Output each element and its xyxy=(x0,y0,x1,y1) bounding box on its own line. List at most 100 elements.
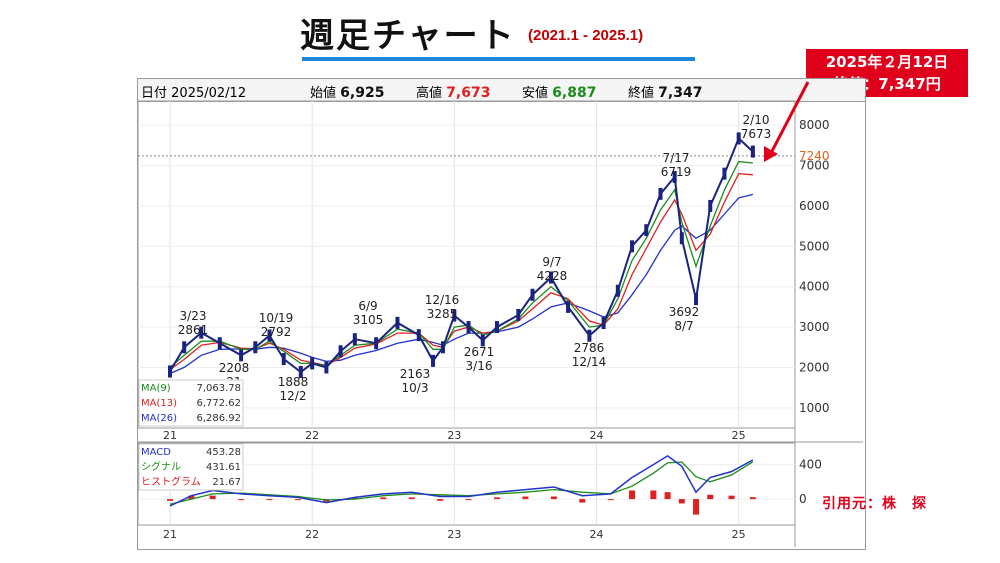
candle-mark xyxy=(217,337,222,350)
y-tick-label: 1000 xyxy=(799,401,830,415)
annotation-top: 2671 xyxy=(464,345,495,359)
candle-mark xyxy=(452,309,457,322)
candle-mark xyxy=(480,334,485,347)
histogram-bar xyxy=(380,497,387,500)
x-tick-label: 24 xyxy=(590,429,604,442)
candle-mark xyxy=(750,145,755,158)
ma-legend-name: MA(13) xyxy=(141,398,177,409)
annotation-bottom: 2861 xyxy=(178,323,209,337)
close-value: 7,347 xyxy=(658,85,703,101)
date-label: 日付 xyxy=(141,86,168,101)
ma-legend-name: MA(9) xyxy=(141,383,171,394)
histogram-bar xyxy=(664,492,671,500)
callout-arrow xyxy=(768,81,810,156)
histogram-bar xyxy=(650,490,657,500)
open-field: 始値 6,925 xyxy=(310,82,384,101)
annotation-bottom: 7673 xyxy=(741,127,772,141)
chart-frame: 日付 2025/02/12 始値 6,925 高値 7,673 安値 6,887… xyxy=(137,78,866,550)
annotation-bottom: 3105 xyxy=(353,313,384,327)
candle-mark xyxy=(587,329,592,342)
candle-mark xyxy=(658,187,663,200)
signal-line xyxy=(169,461,754,505)
histogram-bar xyxy=(728,495,735,500)
histogram-bar xyxy=(493,497,500,500)
histogram-bar xyxy=(351,497,358,500)
high-field: 高値 7,673 xyxy=(416,82,490,101)
y-tick-label: 5000 xyxy=(799,239,830,253)
open-value: 6,925 xyxy=(340,85,385,101)
histogram-bar xyxy=(607,499,614,501)
candle-mark xyxy=(672,170,677,183)
histogram-bar xyxy=(266,499,273,501)
macd-legend-name: ヒストグラム xyxy=(141,475,201,488)
annotation-top: 10/19 xyxy=(259,311,294,325)
title-underline xyxy=(302,57,695,61)
candle-mark xyxy=(281,353,286,366)
histogram-bar xyxy=(209,495,216,500)
ma-legend-box xyxy=(138,379,244,427)
low-label: 安値 xyxy=(522,86,549,101)
y-tick-label-macd: 400 xyxy=(799,458,822,472)
candle-mark xyxy=(374,337,379,350)
histogram-bar xyxy=(693,499,700,515)
annotation-top: 2/10 xyxy=(743,113,770,127)
candle-mark xyxy=(239,349,244,362)
annotation-top: 7/17 xyxy=(663,151,690,165)
histogram-bar xyxy=(294,499,301,501)
macd-legend-name: シグナル xyxy=(141,460,181,473)
candle-mark xyxy=(566,300,571,313)
x-tick-label-macd: 23 xyxy=(447,528,461,541)
close-field: 終値 7,347 xyxy=(628,82,702,101)
low-field: 安値 6,887 xyxy=(522,82,596,101)
ma-legend-value: 7,063.78 xyxy=(196,383,241,394)
annotation-bottom: 6719 xyxy=(661,165,692,179)
ma-line-MA26 xyxy=(169,193,754,375)
callout-arrowhead xyxy=(764,146,778,162)
candle-mark xyxy=(694,293,699,306)
candle-mark xyxy=(338,345,343,358)
macd-legend-value: 431.61 xyxy=(206,462,241,473)
annotation-bottom: 12/14 xyxy=(572,355,607,369)
histogram-bar xyxy=(238,499,245,501)
source-credit: 引用元：株 探 xyxy=(822,496,927,512)
x-tick-label-macd: 22 xyxy=(305,528,319,541)
histogram-bar xyxy=(629,490,636,500)
candle-mark xyxy=(615,284,620,297)
x-tick-label-macd: 25 xyxy=(732,528,746,541)
annotation-bottom: 4228 xyxy=(537,269,568,283)
candle-mark xyxy=(494,321,499,334)
candle-mark xyxy=(253,341,258,354)
macd-legend-value: 453.28 xyxy=(206,447,241,458)
candle-mark xyxy=(431,354,436,367)
ma-legend-name: MA(26) xyxy=(141,413,177,424)
annotation-bottom: 12/2 xyxy=(280,389,307,403)
ma-legend-value: 6,286.92 xyxy=(196,413,241,424)
y-tick-label: 6000 xyxy=(799,199,830,213)
histogram-bar xyxy=(707,494,714,500)
histogram-bar xyxy=(408,497,415,500)
candle-mark xyxy=(182,341,187,354)
x-tick-label: 21 xyxy=(163,429,177,442)
candle-mark xyxy=(644,224,649,237)
ma-legend-value: 6,772.62 xyxy=(196,398,241,409)
candle-mark xyxy=(516,308,521,321)
candle-mark xyxy=(416,329,421,342)
annotation-bottom: 2792 xyxy=(261,325,292,339)
candle-mark xyxy=(199,326,204,339)
histogram-bar xyxy=(188,495,195,500)
annotation-top: 12/16 xyxy=(425,293,460,307)
price-reference-label: 7240 xyxy=(799,149,830,163)
page-title: 週足チャート xyxy=(300,16,516,56)
histogram-bar xyxy=(749,497,756,500)
annotation-top: 9/7 xyxy=(542,255,561,269)
macd-legend-box xyxy=(138,443,244,491)
high-value: 7,673 xyxy=(446,85,491,101)
candle-mark xyxy=(298,365,303,378)
callout-date: 2025年２月12日 xyxy=(825,53,949,71)
annotation-bottom: 3285 xyxy=(427,307,458,321)
annotation-top: 2163 xyxy=(400,367,431,381)
x-tick-label: 25 xyxy=(732,429,746,442)
macd-legend-name: MACD xyxy=(141,447,171,458)
open-label: 始値 xyxy=(310,86,337,101)
title-period: (2021.1 - 2025.1) xyxy=(528,27,644,44)
